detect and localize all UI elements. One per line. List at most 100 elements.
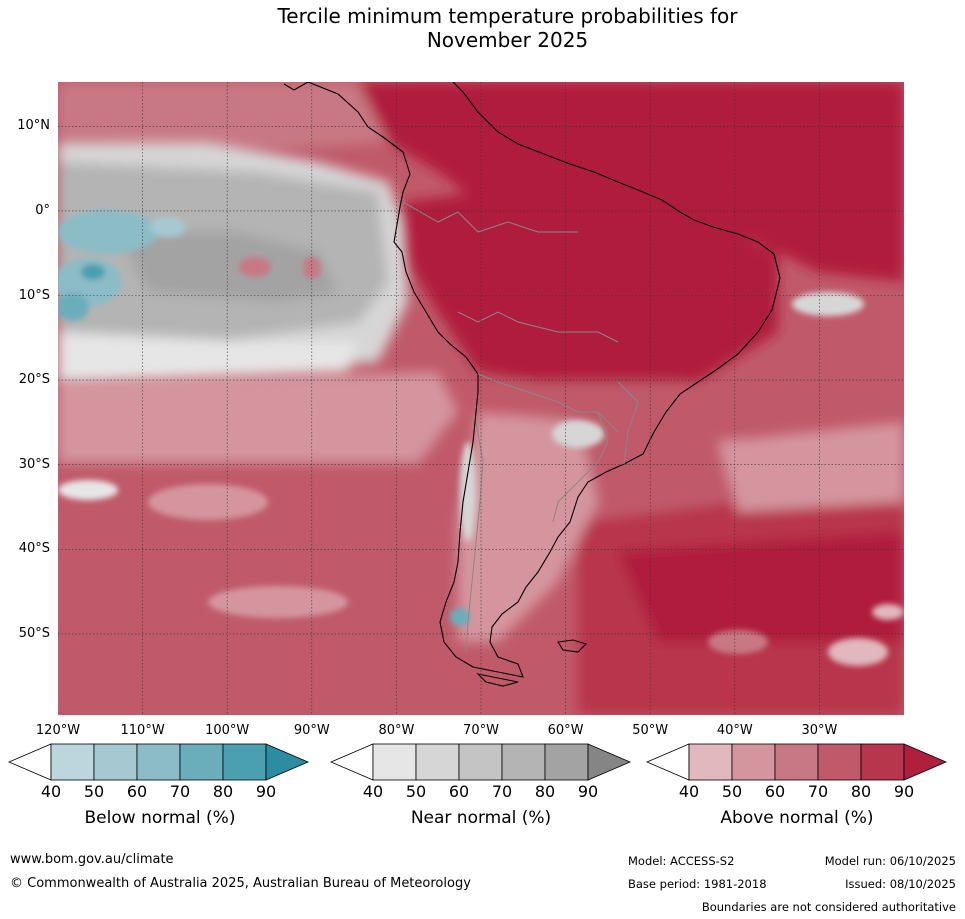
above-swatch xyxy=(817,743,862,781)
below-patch-1 xyxy=(58,210,158,254)
website-link[interactable]: www.bom.gov.au/climate xyxy=(10,852,174,867)
boundary-4 xyxy=(552,411,609,523)
coastlines xyxy=(283,82,781,687)
colorbar-tick-label: 80 xyxy=(212,782,234,801)
colorbar-tick-label: 90 xyxy=(893,782,915,801)
longitude-label: 50°W xyxy=(632,723,669,738)
latitude-label: 10°N xyxy=(17,118,50,134)
below-swatch xyxy=(93,743,138,781)
probability-map xyxy=(58,82,904,715)
colorbar-tick-label: 40 xyxy=(362,782,384,801)
near-swatch xyxy=(372,743,417,781)
above-swatch xyxy=(860,743,905,781)
copyright-text: © Commonwealth of Australia 2025, Austra… xyxy=(10,876,471,891)
field-warm-pacific-light xyxy=(58,372,458,462)
colorbar-tick-label: 70 xyxy=(807,782,829,801)
boundary-1 xyxy=(402,201,578,233)
above-low-extension xyxy=(646,743,690,781)
field-warm-amazon xyxy=(403,192,778,382)
below-low-extension xyxy=(8,743,52,781)
longitude-label: 60°W xyxy=(547,723,584,738)
latitude-label: 0° xyxy=(35,202,50,218)
colorbar-tick-label: 80 xyxy=(534,782,556,801)
near-swatch xyxy=(415,743,460,781)
above-high-extension xyxy=(903,743,948,781)
longitude-label: 110°W xyxy=(120,723,165,738)
below-swatch xyxy=(50,743,95,781)
colorbar-tick-label: 60 xyxy=(764,782,786,801)
near-swatch xyxy=(458,743,503,781)
field-small-blobs xyxy=(58,257,904,666)
colorbar-tick-label: 50 xyxy=(721,782,743,801)
base-period-text: Base period: 1981-2018 xyxy=(628,877,767,891)
coast-falklands xyxy=(557,639,588,653)
field-warm-satlantic-core xyxy=(618,532,904,642)
above-swatch xyxy=(774,743,819,781)
longitude-label: 70°W xyxy=(463,723,499,738)
colorbar-tick-label: 60 xyxy=(126,782,148,801)
above-swatch xyxy=(731,743,776,781)
field-near-normal xyxy=(58,142,408,382)
field-below-normal xyxy=(58,210,470,626)
legend-title-above: Above normal (%) xyxy=(720,808,874,828)
longitude-label: 80°W xyxy=(378,723,415,738)
boundary-5 xyxy=(465,421,484,653)
below-patch-3 xyxy=(81,264,105,280)
boundary-2 xyxy=(457,311,619,343)
latitude-label: 30°S xyxy=(18,456,50,472)
blob-1 xyxy=(239,257,271,277)
below-patch-5 xyxy=(58,293,89,321)
colorbar-tick-label: 50 xyxy=(405,782,427,801)
model-run-text: Model run: 06/10/2025 xyxy=(824,854,956,868)
legend-title-below: Below normal (%) xyxy=(84,808,236,828)
longitude-label: 40°W xyxy=(716,723,753,738)
chart-title: Tercile minimum temperature probabilitie… xyxy=(0,4,965,52)
title-line-1: Tercile minimum temperature probabilitie… xyxy=(277,4,738,28)
colorbar-tick-label: 70 xyxy=(169,782,191,801)
near-core xyxy=(118,232,338,302)
above-swatch xyxy=(688,743,733,781)
colorbar-below xyxy=(8,743,310,781)
coast-south-america xyxy=(307,82,781,678)
blob-11 xyxy=(208,586,348,618)
colorbar-tick-label: 50 xyxy=(83,782,105,801)
field-warm-north xyxy=(358,82,904,282)
blob-6 xyxy=(58,480,118,500)
longitude-label: 90°W xyxy=(293,723,330,738)
field-warm-light-band xyxy=(718,422,904,512)
longitude-label: 120°W xyxy=(35,723,81,738)
colorbar-tick-label: 40 xyxy=(678,782,700,801)
coast-tierra-del-fuego xyxy=(476,673,519,687)
blob-4 xyxy=(552,420,604,448)
blob-7 xyxy=(872,604,904,620)
latitude-label: 40°S xyxy=(18,541,50,557)
colorbar-tick-label: 40 xyxy=(40,782,62,801)
field-warm-argentina xyxy=(458,412,598,642)
title-line-2: November 2025 xyxy=(426,28,589,52)
field-patches xyxy=(58,82,904,715)
below-swatch xyxy=(222,743,267,781)
boundaries xyxy=(402,201,639,653)
blob-9 xyxy=(708,630,768,654)
colorbar-tick-label: 90 xyxy=(577,782,599,801)
blob-3 xyxy=(792,292,864,316)
latitude-label: 20°S xyxy=(18,372,50,388)
colorbar-tick-label: 90 xyxy=(255,782,277,801)
blob-5 xyxy=(460,442,476,542)
blob-10 xyxy=(148,484,268,520)
near-high-extension xyxy=(587,743,632,781)
blob-8 xyxy=(828,638,888,666)
near-light-band xyxy=(58,332,358,382)
colorbar-tick-label: 70 xyxy=(491,782,513,801)
below-patch-patagonia xyxy=(450,608,470,626)
colorbar-near xyxy=(330,743,632,781)
below-high-extension xyxy=(265,743,310,781)
boundary-6 xyxy=(617,381,639,465)
near-swatch xyxy=(544,743,589,781)
model-text: Model: ACCESS-S2 xyxy=(628,854,735,868)
below-patch-4 xyxy=(150,217,186,237)
colorbar-tick-label: 80 xyxy=(850,782,872,801)
issued-text: Issued: 08/10/2025 xyxy=(845,877,956,891)
coast-central-america xyxy=(283,82,309,91)
colorbar-tick-label: 60 xyxy=(448,782,470,801)
